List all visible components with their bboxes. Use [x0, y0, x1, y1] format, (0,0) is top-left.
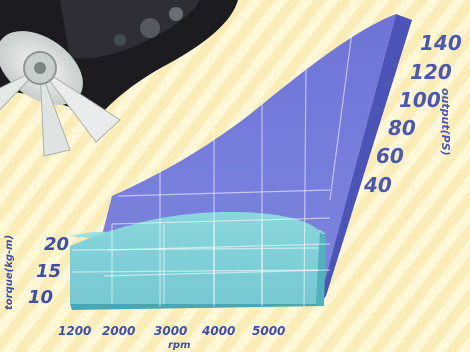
- x-axis-ticks: 1200 2000 3000 4000 5000: [58, 324, 285, 338]
- right-tick-80: 80: [388, 116, 416, 140]
- grid-hline-1: [111, 217, 331, 225]
- right-tick-120: 120: [410, 60, 452, 84]
- grid-hline-0: [117, 189, 331, 197]
- left-tick-20: 20: [44, 234, 69, 255]
- x-tick-1200: 1200: [58, 324, 91, 338]
- left-axis-title: torque(kg-m): [4, 235, 15, 310]
- engine-fan-photo: [0, 0, 238, 157]
- right-axis-ticks: 40 60 80 100 120 140: [363, 31, 462, 197]
- right-tick-140: 140: [420, 31, 462, 55]
- torque-area: [70, 212, 320, 304]
- x-tick-3000: 3000: [154, 324, 187, 338]
- x-tick-2000: 2000: [102, 324, 135, 338]
- output-area-side: [318, 14, 412, 306]
- right-tick-60: 60: [376, 144, 404, 168]
- fan-icon: [0, 31, 121, 157]
- left-tick-15: 15: [36, 261, 61, 282]
- torque-area-bottom: [70, 304, 324, 310]
- grid: [71, 31, 353, 307]
- x-tick-5000: 5000: [252, 324, 285, 338]
- torque-grid-hline-0: [71, 247, 319, 251]
- left-axis-ticks: 10 15 20: [28, 234, 69, 308]
- grid-vline-4: [329, 31, 353, 201]
- right-axis-title: output(PS): [439, 88, 452, 156]
- grid-hline-3: [103, 269, 331, 277]
- x-axis-title: rpm: [168, 340, 191, 351]
- right-tick-100: 100: [399, 88, 441, 112]
- right-tick-40: 40: [363, 173, 392, 197]
- x-tick-4000: 4000: [201, 324, 235, 338]
- grid-vline-3: [303, 61, 307, 307]
- torque-area-side: [316, 232, 326, 306]
- left-tick-10: 10: [28, 287, 53, 308]
- torque-grid-hline-1: [71, 269, 319, 273]
